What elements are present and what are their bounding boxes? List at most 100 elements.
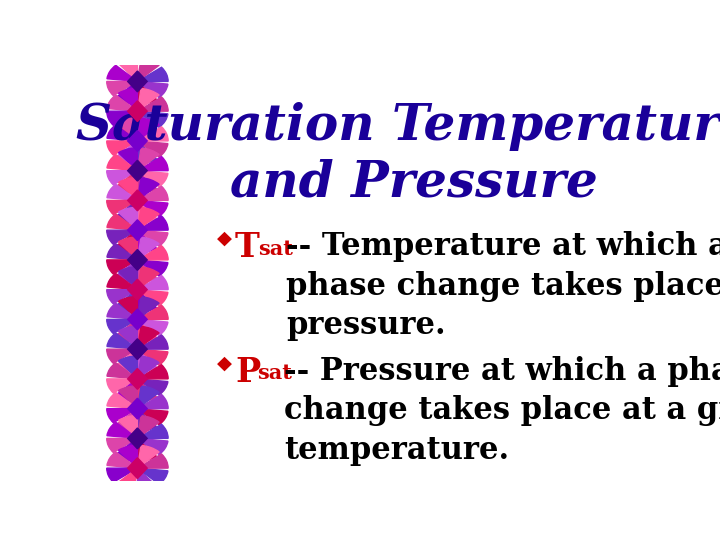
- Wedge shape: [138, 379, 168, 395]
- Polygon shape: [127, 428, 147, 449]
- Wedge shape: [138, 237, 159, 260]
- Wedge shape: [138, 230, 168, 246]
- Wedge shape: [107, 409, 138, 423]
- Wedge shape: [138, 289, 168, 306]
- Wedge shape: [107, 468, 138, 482]
- Wedge shape: [138, 438, 156, 461]
- Wedge shape: [138, 59, 159, 82]
- Wedge shape: [138, 157, 168, 171]
- Wedge shape: [138, 379, 156, 402]
- Wedge shape: [116, 111, 138, 134]
- Wedge shape: [107, 154, 138, 171]
- Wedge shape: [138, 186, 168, 200]
- Wedge shape: [138, 171, 168, 187]
- Wedge shape: [138, 89, 159, 111]
- Wedge shape: [118, 415, 138, 438]
- Wedge shape: [138, 127, 168, 141]
- Wedge shape: [138, 416, 159, 438]
- Wedge shape: [107, 452, 138, 468]
- Wedge shape: [138, 289, 156, 313]
- Wedge shape: [118, 178, 138, 200]
- Wedge shape: [107, 393, 138, 409]
- Wedge shape: [138, 349, 156, 372]
- Wedge shape: [107, 95, 138, 111]
- Wedge shape: [138, 260, 168, 276]
- Wedge shape: [138, 386, 159, 409]
- Wedge shape: [118, 207, 138, 230]
- Wedge shape: [138, 454, 168, 468]
- Wedge shape: [138, 267, 159, 289]
- Wedge shape: [118, 118, 138, 141]
- Wedge shape: [116, 200, 138, 223]
- Wedge shape: [107, 125, 138, 141]
- Polygon shape: [127, 101, 147, 122]
- Wedge shape: [138, 230, 156, 253]
- Wedge shape: [118, 89, 138, 111]
- Wedge shape: [107, 141, 138, 155]
- Wedge shape: [138, 118, 159, 141]
- Wedge shape: [138, 296, 159, 319]
- Wedge shape: [107, 65, 138, 82]
- Wedge shape: [138, 409, 168, 425]
- Wedge shape: [118, 58, 138, 82]
- Wedge shape: [107, 319, 138, 334]
- Wedge shape: [138, 319, 168, 335]
- Wedge shape: [116, 230, 138, 253]
- Wedge shape: [138, 335, 168, 349]
- Polygon shape: [127, 249, 147, 271]
- Wedge shape: [138, 260, 156, 283]
- Wedge shape: [116, 468, 138, 491]
- Wedge shape: [107, 303, 138, 319]
- Wedge shape: [107, 214, 138, 230]
- Wedge shape: [138, 305, 168, 319]
- Text: -- Temperature at which a
phase change takes place at a given
pressure.: -- Temperature at which a phase change t…: [287, 231, 720, 341]
- Polygon shape: [127, 398, 147, 419]
- Polygon shape: [127, 309, 147, 330]
- Text: P: P: [235, 356, 261, 389]
- Wedge shape: [116, 289, 138, 312]
- Wedge shape: [118, 267, 138, 289]
- Wedge shape: [138, 364, 168, 379]
- Wedge shape: [116, 82, 138, 104]
- Wedge shape: [138, 111, 156, 134]
- Wedge shape: [138, 319, 156, 342]
- Wedge shape: [116, 319, 138, 342]
- Text: sat: sat: [258, 363, 292, 383]
- Wedge shape: [138, 178, 159, 200]
- Wedge shape: [107, 260, 138, 274]
- Wedge shape: [138, 216, 168, 230]
- Text: ◆: ◆: [217, 229, 233, 248]
- Wedge shape: [118, 326, 138, 349]
- Wedge shape: [138, 446, 159, 468]
- Text: ◆: ◆: [217, 354, 233, 373]
- Wedge shape: [116, 438, 138, 461]
- Wedge shape: [138, 438, 168, 455]
- Wedge shape: [138, 200, 156, 223]
- Polygon shape: [127, 71, 147, 92]
- Wedge shape: [107, 438, 138, 453]
- Wedge shape: [138, 327, 159, 349]
- Wedge shape: [107, 333, 138, 349]
- Text: -- Pressure at which a phase
change takes place at a given
temperature.: -- Pressure at which a phase change take…: [284, 356, 720, 465]
- Polygon shape: [127, 339, 147, 360]
- Wedge shape: [107, 111, 138, 125]
- Wedge shape: [107, 171, 138, 185]
- Wedge shape: [118, 446, 138, 468]
- Wedge shape: [116, 141, 138, 164]
- Text: sat: sat: [258, 239, 293, 259]
- Wedge shape: [107, 363, 138, 379]
- Wedge shape: [118, 296, 138, 319]
- Wedge shape: [116, 171, 138, 193]
- Wedge shape: [138, 356, 159, 379]
- Wedge shape: [138, 111, 168, 127]
- Wedge shape: [118, 237, 138, 260]
- Polygon shape: [127, 160, 147, 181]
- Wedge shape: [118, 148, 138, 171]
- Wedge shape: [116, 379, 138, 402]
- Wedge shape: [107, 200, 138, 214]
- Wedge shape: [138, 468, 156, 491]
- Polygon shape: [127, 190, 147, 211]
- Wedge shape: [138, 468, 168, 484]
- Polygon shape: [127, 458, 147, 478]
- Wedge shape: [118, 386, 138, 409]
